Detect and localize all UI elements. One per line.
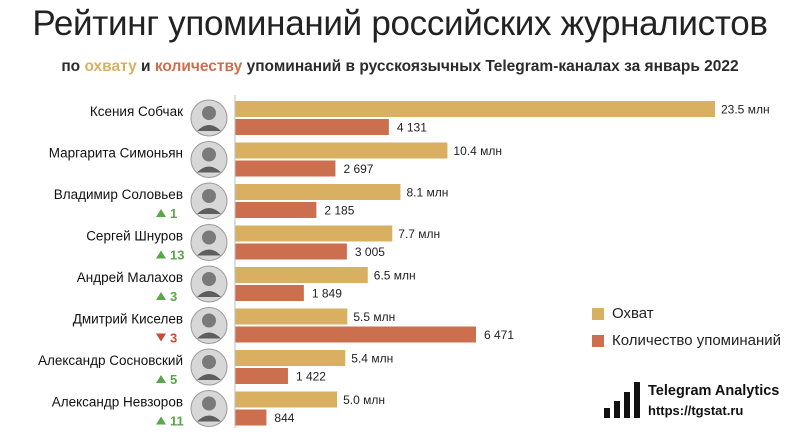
bar-reach (235, 142, 448, 159)
subtitle-prefix: по (61, 58, 85, 75)
avatar-body-icon (197, 332, 221, 339)
data-label-reach: 5.5 млн (353, 310, 395, 324)
subtitle-count-word: количеству (154, 58, 243, 75)
category-label: Александр Сосновский (38, 353, 183, 368)
brand-url: https://tgstat.ru (648, 403, 744, 418)
data-label-mentions: 2 185 (324, 204, 354, 218)
bar-reach (235, 350, 346, 366)
rank-change-value: 11 (170, 414, 184, 429)
rank-change-value: 3 (170, 289, 177, 304)
rank-change-value: 1 (170, 206, 177, 221)
bar-mentions (235, 326, 476, 343)
data-label-reach: 23.5 млн (721, 103, 770, 117)
bar-reach (235, 225, 393, 242)
rank-change-value: 5 (170, 372, 177, 387)
bar-mentions (235, 119, 389, 135)
category-label: Сергей Шнуров (86, 229, 183, 244)
subtitle-reach-word: охвату (84, 58, 137, 75)
avatar-head-icon (202, 313, 216, 328)
bar-mentions (235, 160, 336, 177)
data-label-mentions: 4 131 (397, 121, 427, 135)
data-label-mentions: 1 849 (312, 287, 342, 301)
avatar-head-icon (202, 396, 216, 411)
data-label-mentions: 1 422 (296, 370, 326, 384)
rank-up-icon (156, 416, 166, 425)
bar-mentions (235, 409, 267, 426)
avatar-body-icon (197, 291, 221, 297)
avatar-body-icon (197, 125, 221, 131)
data-label-mentions: 3 005 (355, 245, 385, 259)
bar-reach (235, 308, 348, 325)
bar-reach (235, 267, 368, 283)
category-label: Маргарита Симоньян (49, 146, 183, 161)
chart-title: Рейтинг упоминаний российских журналисто… (32, 4, 768, 43)
bar-mentions (235, 202, 317, 218)
legend-label-mentions: Количество упоминаний (612, 332, 782, 349)
data-label-reach: 8.1 млн (406, 186, 448, 200)
rank-down-icon (156, 333, 166, 342)
legend: Охват Количество упоминаний (592, 305, 781, 359)
rank-up-icon (156, 375, 166, 383)
category-label: Ксения Собчак (90, 104, 183, 119)
bar-mentions (235, 368, 288, 384)
avatar-head-icon (202, 272, 216, 286)
legend-swatch-reach (592, 307, 604, 320)
subtitle-suffix: упоминаний в русскоязычных Telegram-кана… (242, 58, 739, 75)
bar-chart-logo-icon (604, 382, 640, 418)
brand-text: Telegram Analytics https://tgstat.ru (648, 383, 779, 418)
brand-name: Telegram Analytics (648, 383, 780, 399)
avatar-body-icon (197, 249, 221, 256)
legend-label-reach: Охват (612, 305, 654, 322)
category-label: Андрей Малахов (77, 270, 183, 285)
avatar-body-icon (197, 374, 221, 380)
avatar-body-icon (197, 166, 221, 173)
avatar-head-icon (202, 355, 216, 369)
subtitle-and: и (136, 58, 155, 75)
legend-item-mentions: Количество упоминаний (592, 332, 781, 349)
data-label-reach: 5.4 млн (351, 352, 393, 366)
rank-up-icon (156, 292, 166, 300)
bar-reach (235, 101, 715, 117)
avatar-head-icon (202, 230, 216, 245)
legend-swatch-mentions (592, 334, 604, 347)
bar-mentions (235, 243, 347, 260)
avatar-head-icon (202, 189, 216, 203)
avatar-head-icon (202, 147, 216, 162)
avatar-head-icon (202, 106, 216, 120)
data-label-reach: 7.7 млн (398, 227, 440, 241)
category-label: Дмитрий Киселев (73, 312, 183, 327)
data-label-reach: 5.0 млн (343, 393, 385, 407)
bar-reach (235, 391, 338, 408)
chart-subtitle: по охвату и количеству упоминаний в русс… (0, 58, 800, 76)
data-label-mentions: 6 471 (484, 328, 514, 342)
brand: Telegram Analytics https://tgstat.ru (604, 382, 779, 418)
avatar-body-icon (197, 208, 221, 214)
rank-change-value: 13 (170, 248, 184, 263)
rank-up-icon (156, 209, 166, 217)
avatar-body-icon (197, 415, 221, 422)
category-label: Александр Невзоров (52, 395, 183, 410)
category-label: Владимир Соловьев (54, 187, 183, 202)
bar-reach (235, 184, 401, 200)
legend-item-reach: Охват (592, 305, 781, 322)
data-label-reach: 10.4 млн (453, 144, 502, 158)
data-label-mentions: 2 697 (343, 162, 373, 176)
rank-up-icon (156, 250, 166, 259)
bar-mentions (235, 285, 304, 301)
rank-change-value: 3 (170, 331, 177, 346)
data-label-reach: 6.5 млн (374, 269, 416, 283)
data-label-mentions: 844 (274, 411, 294, 425)
